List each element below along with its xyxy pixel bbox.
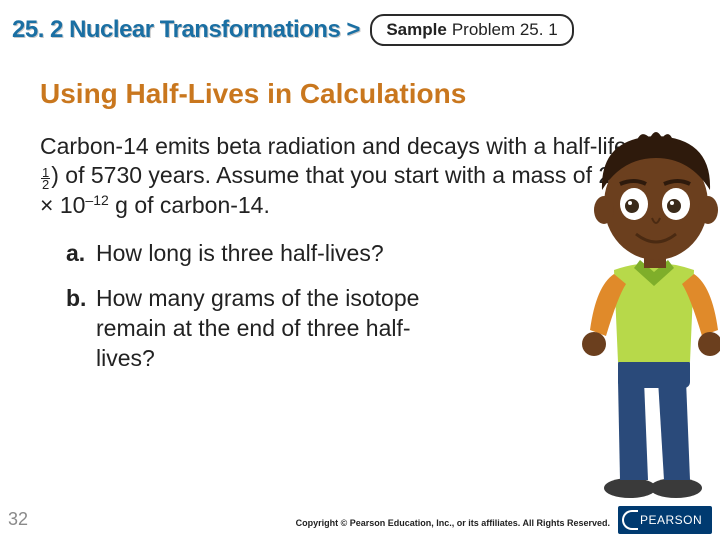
section-number: 25. 2: [12, 16, 63, 43]
question-b-label: b.: [66, 284, 96, 374]
breadcrumb-chevron: >: [346, 16, 360, 44]
badge-bold: Sample: [386, 20, 446, 40]
half-fraction: 12: [41, 167, 50, 191]
copyright-text: Copyright © Pearson Education, Inc., or …: [296, 518, 610, 528]
sample-problem-badge: Sample Problem 25. 1: [370, 14, 573, 46]
body-post: g of carbon-14.: [109, 192, 270, 218]
cartoon-character: [540, 100, 720, 500]
pearson-logo: PEARSON: [618, 506, 712, 534]
question-a: a. How long is three half-lives?: [66, 239, 432, 269]
body-exponent: –12: [85, 192, 108, 208]
pearson-arc-icon: [622, 510, 638, 530]
page-number: 32: [8, 509, 28, 530]
question-a-text: How long is three half-lives?: [96, 239, 432, 269]
question-b-text: How many grams of the isotope remain at …: [96, 284, 432, 374]
question-a-label: a.: [66, 239, 96, 269]
section-title: Nuclear Transformations: [69, 16, 340, 43]
question-b: b. How many grams of the isotope remain …: [66, 284, 432, 374]
pearson-logo-text: PEARSON: [640, 513, 702, 527]
badge-rest: Problem 25. 1: [452, 20, 558, 40]
